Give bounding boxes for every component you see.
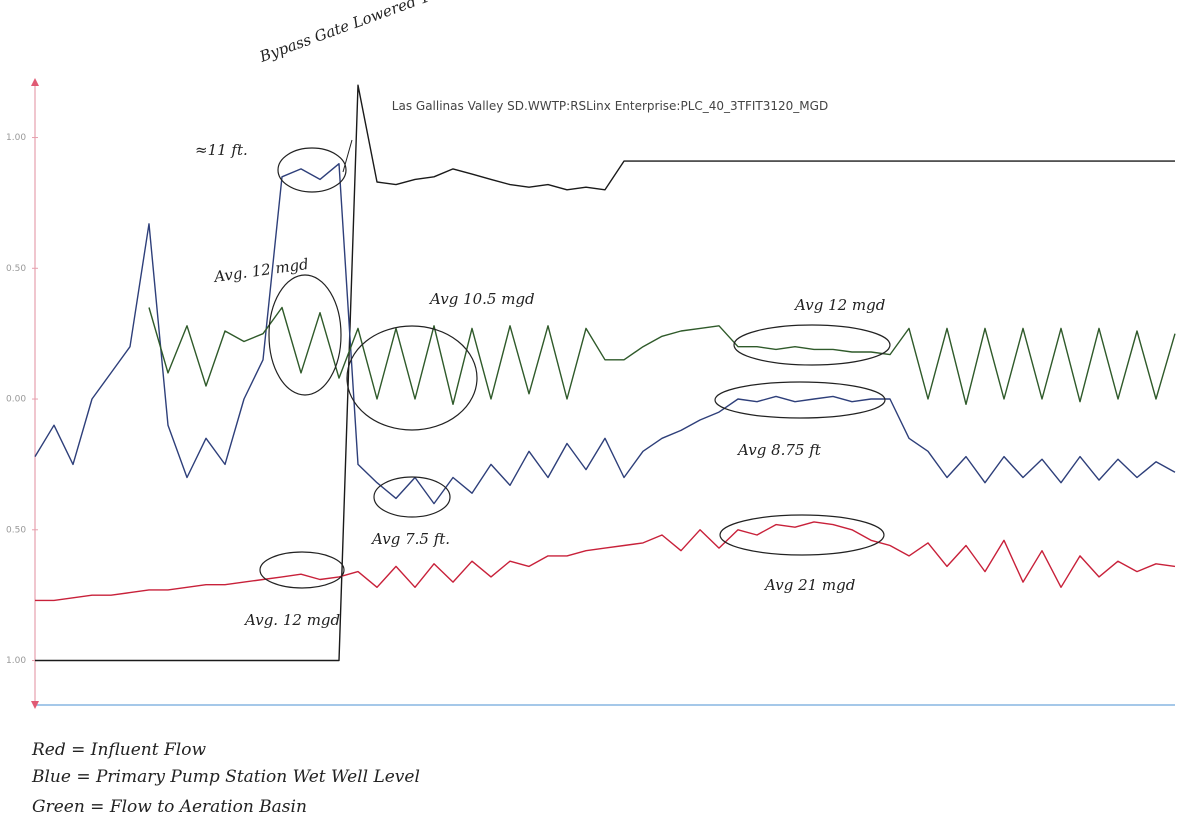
annotation-arrow: [343, 140, 352, 172]
y-tick-label: 0.00: [6, 395, 26, 405]
annotation: Avg 10.5 mgd: [428, 290, 535, 308]
y-tick-label: 1.00: [6, 133, 26, 143]
notes: Red = Influent Flow Blue = Primary Pump …: [31, 740, 420, 817]
annotation-circle: [347, 326, 477, 430]
annotation: Avg. 12 mgd: [243, 611, 340, 629]
chart: Las Gallinas Valley SD.WWTP:RSLinx Enter…: [0, 0, 1177, 823]
y-tick-label: 1.00: [6, 656, 26, 666]
note: Blue = Primary Pump Station Wet Well Lev…: [31, 767, 420, 787]
annotation-circle: [269, 275, 341, 395]
note: Green = Flow to Aeration Basin: [32, 797, 307, 817]
annotation: Bypass Gate Lowered 100%: [256, 0, 463, 66]
annotation: Avg 7.5 ft.: [370, 530, 450, 548]
series-line: [35, 85, 1175, 660]
chart-title: Las Gallinas Valley SD.WWTP:RSLinx Enter…: [392, 99, 828, 113]
annotation: Avg 12 mgd: [793, 296, 885, 314]
series-line: [149, 308, 1175, 405]
plot-area: 1.00 0.50 0.00 0.50 1.00: [6, 85, 1175, 666]
y-tick-label: 0.50: [6, 525, 26, 535]
annotation: Avg. 12 mgd: [211, 255, 310, 286]
annotation: Avg 21 mgd: [763, 576, 855, 594]
y-tick-label: 0.50: [6, 264, 26, 274]
annotation: Avg 8.75 ft: [736, 441, 822, 459]
annotation-circle: [260, 552, 344, 588]
annotations: Bypass Gate Lowered 100% ≈11 ft. Avg. 12…: [195, 0, 890, 629]
annotation-circle: [734, 325, 890, 365]
annotation-circle: [278, 148, 346, 192]
series-line: [35, 522, 1175, 601]
annotation: ≈11 ft.: [195, 141, 248, 159]
axis-arrow: [31, 78, 39, 86]
annotation-circle: [720, 515, 884, 555]
note: Red = Influent Flow: [31, 740, 206, 760]
series-line: [35, 164, 1175, 504]
